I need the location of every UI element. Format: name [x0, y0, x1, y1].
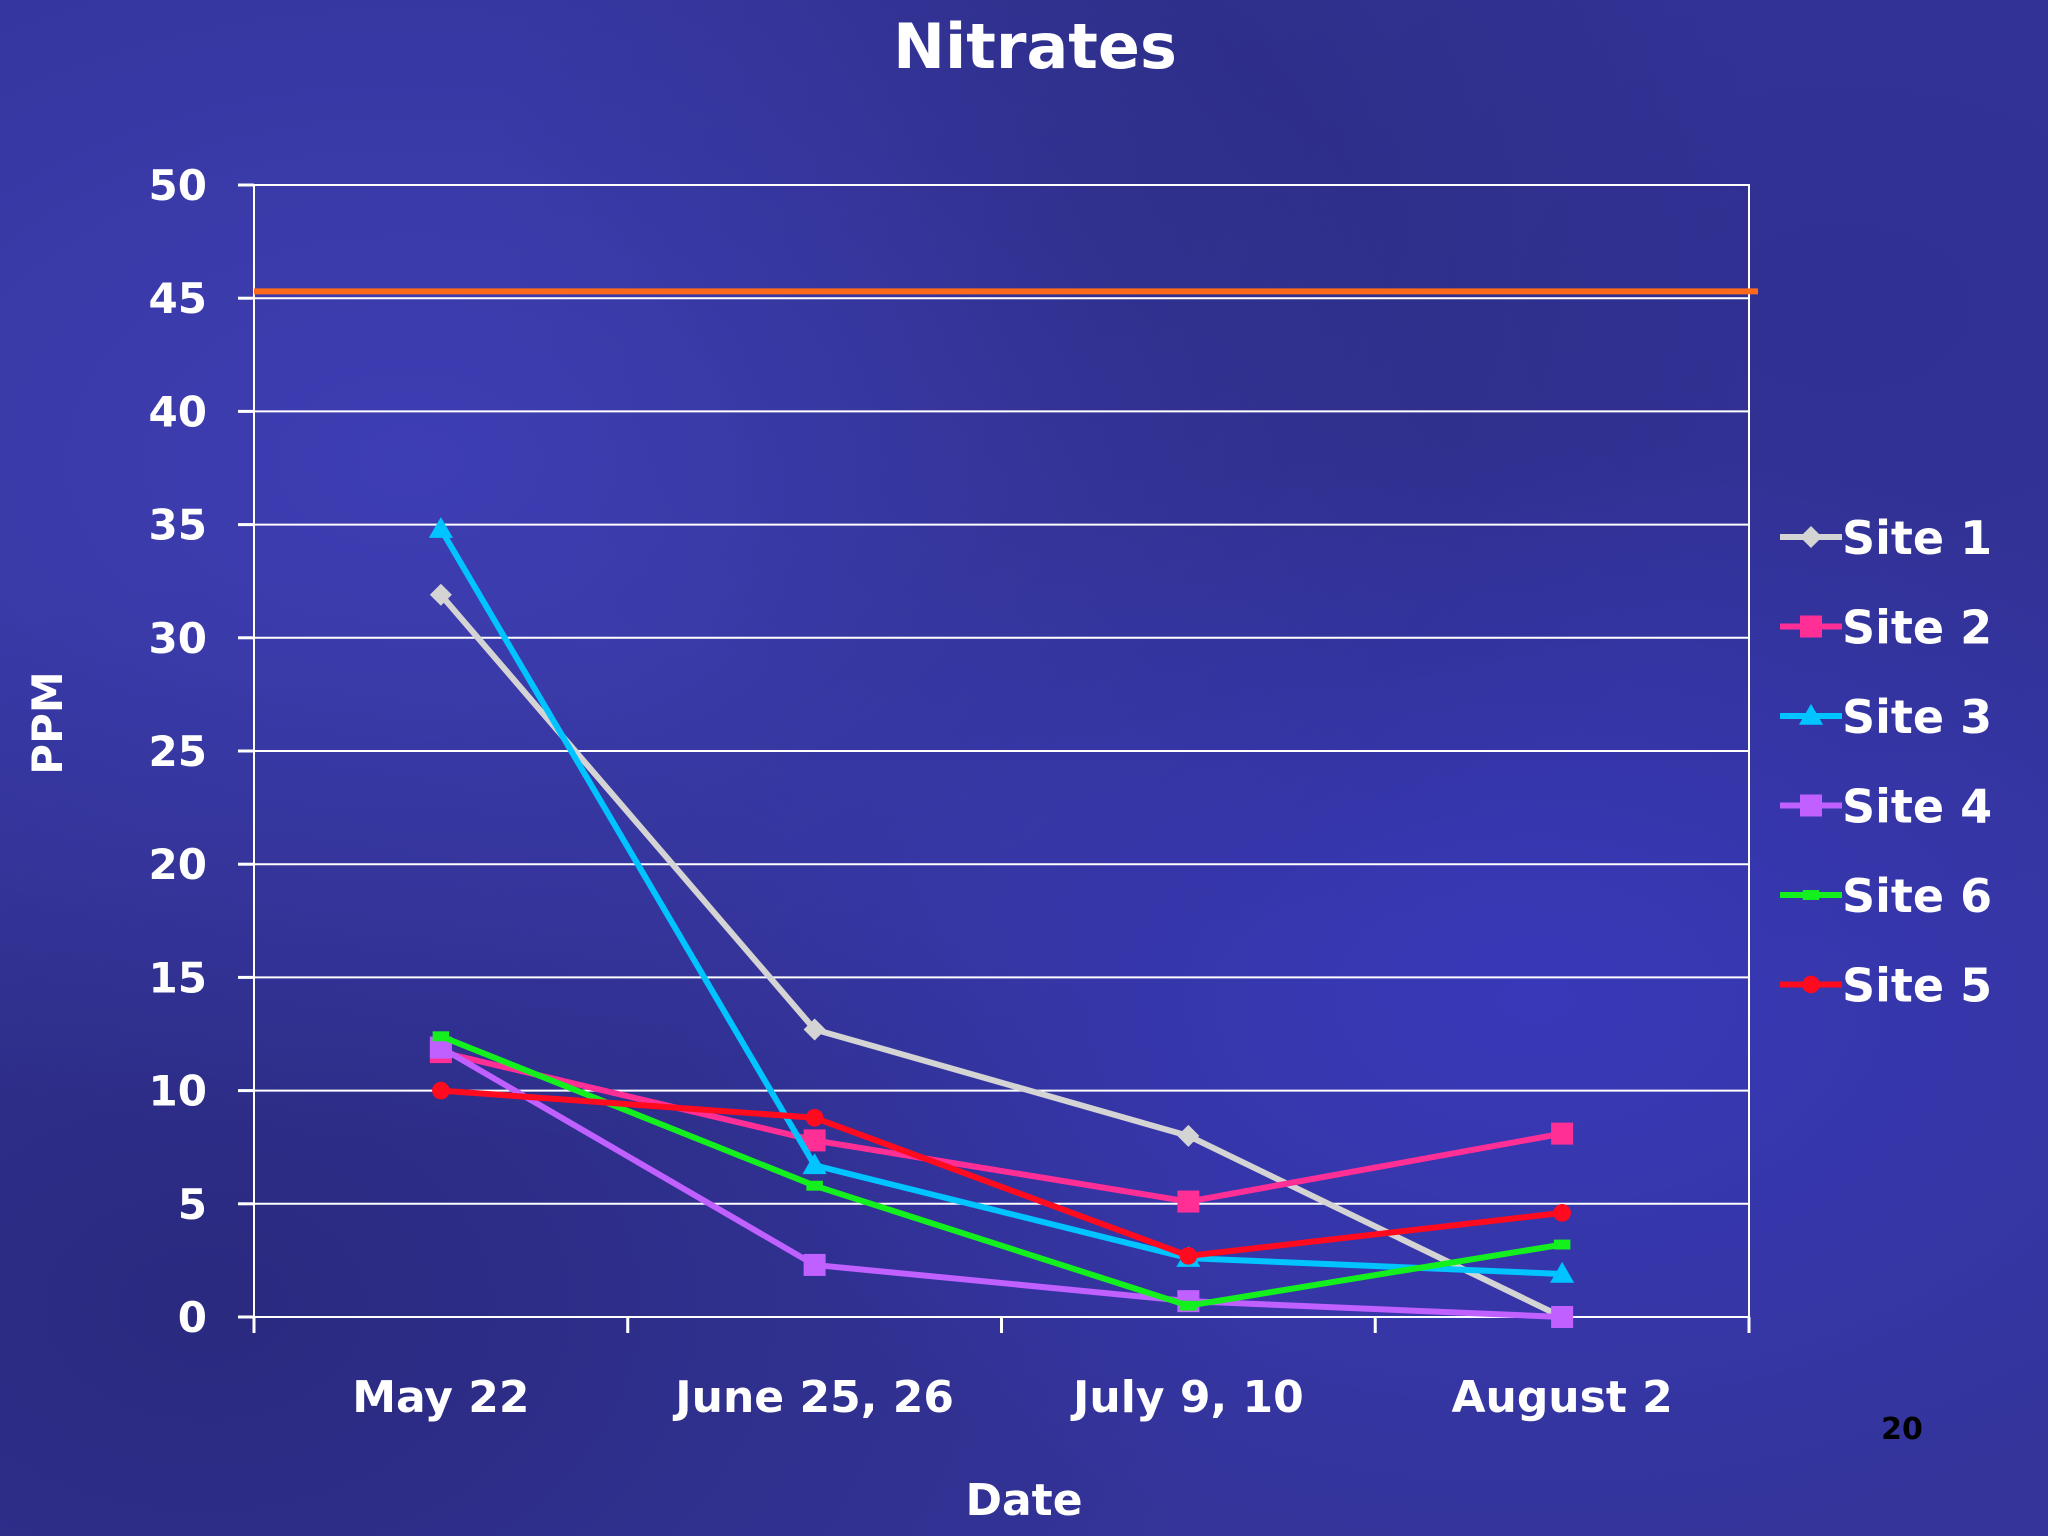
y-axis-label: PPM	[23, 671, 72, 774]
data-point-site-1	[429, 583, 452, 606]
x-tick-label: July 9, 10	[1070, 1372, 1304, 1423]
data-point-site-5	[805, 1108, 824, 1127]
data-point-site-6	[432, 1031, 450, 1042]
legend-label: Site 4	[1842, 780, 1992, 834]
data-point-site-1	[1177, 1124, 1200, 1147]
data-point-site-6	[1553, 1239, 1571, 1250]
legend-item-site-4: Site 4	[1780, 780, 1992, 834]
data-point-site-2	[1551, 1122, 1574, 1145]
data-point-site-2	[803, 1129, 826, 1152]
data-point-site-3	[1550, 1261, 1575, 1283]
legend-swatch-marker	[1798, 703, 1824, 725]
legend-label: Site 2	[1842, 601, 1992, 655]
legend: Site 1 Site 2 Site 3 Site 4 Site 6 Site 5	[1780, 511, 1992, 1013]
data-point-site-6	[806, 1180, 823, 1191]
x-tick-label: May 22	[352, 1372, 529, 1423]
y-tick-label: 25	[149, 727, 207, 776]
legend-label: Site 5	[1842, 959, 1992, 1013]
y-tick-label: 35	[149, 501, 207, 550]
legend-item-site-6: Site 6	[1780, 869, 1992, 923]
data-point-site-1	[803, 1018, 826, 1041]
legend-item-site-3: Site 3	[1780, 690, 1992, 744]
data-point-site-4	[803, 1253, 826, 1276]
data-point-site-5	[432, 1081, 450, 1100]
y-tick-label: 0	[178, 1293, 207, 1342]
series-line-site-1	[438, 592, 1564, 1320]
series-line-site-4	[439, 1044, 1563, 1320]
y-tick-label: 15	[149, 953, 207, 1002]
x-tick-label: August 2	[1451, 1372, 1672, 1423]
data-point-site-5	[1553, 1204, 1571, 1222]
legend-label: Site 3	[1842, 690, 1992, 744]
data-point-site-4	[429, 1036, 452, 1059]
y-tick-label: 40	[149, 387, 207, 436]
y-tick-label: 20	[149, 840, 207, 889]
legend-label: Site 1	[1842, 511, 1992, 565]
y-tick-label: 5	[178, 1180, 207, 1229]
legend-label: Site 6	[1842, 869, 1992, 923]
legend-item-site-2: Site 2	[1780, 601, 1992, 655]
legend-item-site-1: Site 1	[1780, 511, 1992, 565]
legend-swatch-marker	[1802, 975, 1820, 994]
series-line-site-3	[438, 527, 1563, 1277]
x-axis-label: Date	[965, 1475, 1082, 1526]
y-tick-label: 50	[149, 161, 207, 210]
page-number: 20	[1881, 1412, 1923, 1447]
series-line-site-6	[439, 1033, 1563, 1309]
x-tick-label: June 25, 26	[672, 1372, 954, 1423]
series-line-site-5	[440, 1087, 1563, 1259]
legend-swatch-marker	[1800, 794, 1822, 817]
y-tick-label: 10	[149, 1067, 207, 1116]
data-point-site-4	[1551, 1306, 1574, 1328]
data-point-site-2	[1177, 1190, 1200, 1213]
plot-area: 0 5 10 15 20 25 30 35 40 45 50 May 22 June 25, 26 Jul…	[149, 161, 1758, 1423]
legend-swatch-marker	[1802, 890, 1820, 900]
chart-title: Nitrates	[893, 10, 1177, 83]
y-tick-label: 30	[149, 614, 207, 663]
data-point-site-3	[428, 517, 453, 538]
y-tick-label: 45	[149, 274, 207, 323]
legend-item-site-5: Site 5	[1780, 959, 1992, 1013]
data-point-site-5	[1179, 1247, 1198, 1265]
legend-swatch-marker	[1800, 526, 1822, 548]
legend-swatch-marker	[1800, 615, 1822, 638]
data-point-site-6	[1180, 1300, 1197, 1311]
series-line-site-2	[440, 1049, 1563, 1205]
data-point-site-3	[802, 1153, 827, 1175]
